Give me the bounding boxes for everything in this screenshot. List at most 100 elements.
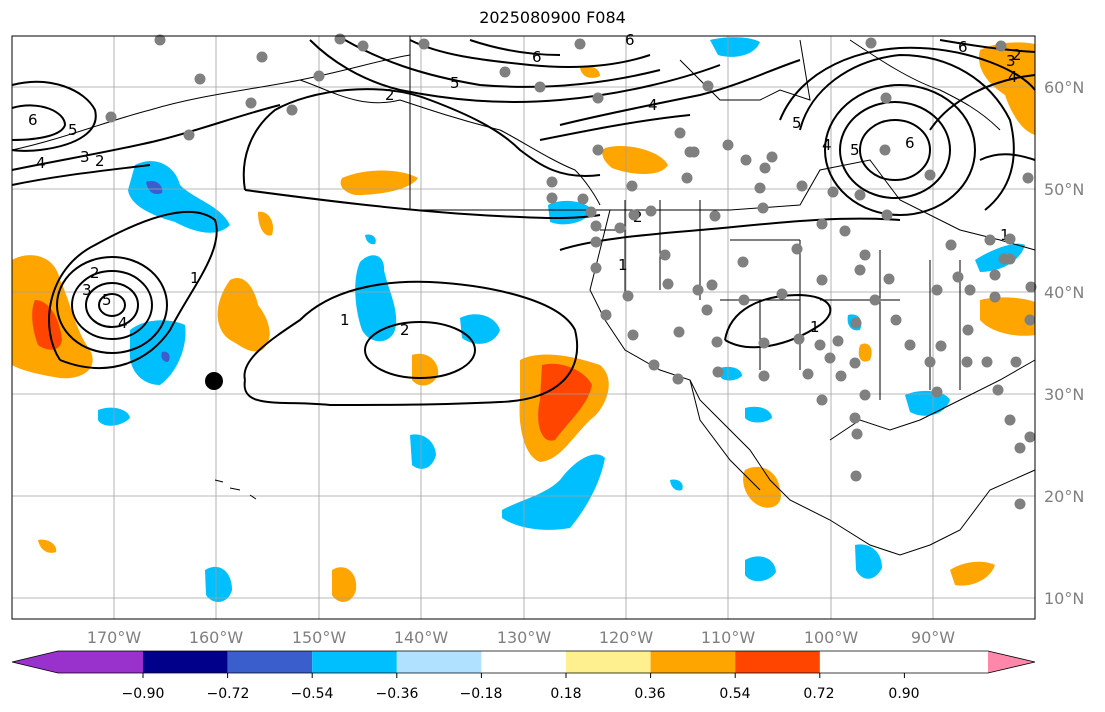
station-marker: [850, 317, 862, 329]
station-marker: [1004, 414, 1016, 426]
station-marker: [688, 146, 700, 158]
station-marker: [648, 359, 660, 371]
station-marker: [622, 290, 634, 302]
station-marker: [832, 335, 844, 347]
station-marker: [701, 304, 713, 316]
station-marker: [995, 40, 1007, 52]
contour-label: 4: [822, 136, 832, 154]
station-marker: [590, 220, 602, 232]
negative-anomaly-area: [355, 255, 397, 342]
station-marker: [673, 326, 685, 338]
station-marker: [759, 162, 771, 174]
station-marker: [313, 70, 325, 82]
station-marker: [869, 294, 881, 306]
negative-anomaly-area: [502, 454, 605, 530]
station-marker: [758, 337, 770, 349]
lon-label: 130°W: [497, 628, 552, 647]
station-marker: [1014, 498, 1026, 510]
negative-anomaly-area: [205, 566, 232, 602]
station-marker: [1024, 431, 1036, 443]
lat-label: 30°N: [1044, 385, 1084, 404]
contour-label: 4: [118, 314, 128, 332]
colorbar-tick-label: 0.72: [803, 686, 834, 702]
contour-label: 3: [1006, 52, 1016, 70]
lat-label: 50°N: [1044, 180, 1084, 199]
contour-label: 3: [80, 148, 90, 166]
station-marker: [766, 151, 778, 163]
contour-label: 6: [958, 38, 968, 56]
contour-label: 2: [385, 86, 395, 104]
station-marker: [256, 51, 268, 63]
station-marker: [334, 33, 346, 45]
colorbar-segment: [12, 651, 58, 673]
positive-anomaly-area: [743, 466, 781, 508]
positive-anomaly-area: [602, 145, 668, 174]
station-marker: [851, 428, 863, 440]
colorbar-outline: [11, 650, 1036, 674]
station-marker: [992, 384, 1004, 396]
station-marker: [989, 291, 1001, 303]
lat-label: 10°N: [1044, 589, 1084, 608]
station-markers: [105, 33, 1037, 510]
colorbar-tick-labels: −0.90 −0.72 −0.54 −0.36 −0.18 0.18 0.36 …: [122, 686, 920, 702]
colorbar-tick-label: 0.54: [719, 686, 750, 702]
station-marker: [722, 139, 734, 151]
contour-lines: [11, 39, 1036, 407]
station-marker: [824, 352, 836, 364]
station-marker: [1004, 233, 1016, 245]
colorbar-tick-label: 0.18: [550, 686, 581, 702]
contour-label: 2: [1012, 46, 1022, 64]
colorbar-segment: [396, 651, 482, 673]
station-marker: [1014, 442, 1026, 454]
station-marker: [924, 356, 936, 368]
station-marker: [709, 210, 721, 222]
station-marker: [702, 80, 714, 92]
contour-label: 1: [1000, 226, 1010, 244]
station-marker: [989, 269, 1001, 281]
station-marker: [984, 234, 996, 246]
station-marker: [546, 192, 558, 204]
station-marker: [659, 249, 671, 261]
station-marker: [849, 412, 861, 424]
colorbar-segment: [650, 651, 736, 673]
negative-anomaly-area: [710, 37, 760, 57]
lon-label: 150°W: [292, 628, 347, 647]
station-marker: [854, 264, 866, 276]
contour-label: 4: [1008, 68, 1018, 86]
station-marker: [194, 73, 206, 85]
station-marker: [499, 66, 511, 78]
lon-label: 160°W: [189, 628, 244, 647]
station-marker: [357, 40, 369, 52]
colorbar-tick-label: 0.36: [634, 686, 665, 702]
station-marker: [590, 262, 602, 274]
station-marker: [754, 182, 766, 194]
station-marker: [711, 336, 723, 348]
station-marker: [865, 37, 877, 49]
station-marker: [1022, 172, 1034, 184]
station-marker: [839, 225, 851, 237]
station-marker: [814, 339, 826, 351]
colorbar-segment: [58, 651, 143, 673]
contour-label: 4: [36, 154, 46, 172]
negative-anomaly-area: [745, 556, 776, 582]
negative-anomaly-area: [161, 351, 170, 362]
station-marker: [776, 288, 788, 300]
station-marker: [585, 206, 597, 218]
station-marker: [546, 176, 558, 188]
negative-anomaly-area: [146, 180, 163, 195]
station-marker: [592, 92, 604, 104]
contour-label-layer: 6 5 4 3 2 2 1 1 1 2 2 1 4 5 6 6 5 4 6 3 …: [28, 31, 1022, 339]
colorbar-segment: [312, 651, 397, 673]
positive-anomaly-area: [258, 211, 274, 236]
station-marker: [802, 368, 814, 380]
station-marker: [998, 253, 1010, 265]
station-marker: [854, 189, 866, 201]
contour-label: 2: [95, 152, 105, 170]
station-marker: [816, 218, 828, 230]
colorbar-segment: [227, 651, 313, 673]
contour-label: 5: [792, 114, 802, 132]
lon-label: 100°W: [804, 628, 859, 647]
station-marker: [791, 243, 803, 255]
lat-label: 40°N: [1044, 283, 1084, 302]
